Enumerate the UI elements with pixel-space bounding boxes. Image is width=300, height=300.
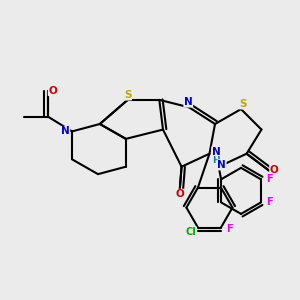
- Text: S: S: [239, 99, 247, 109]
- Text: F: F: [226, 224, 232, 234]
- Text: N: N: [212, 147, 220, 157]
- Text: O: O: [48, 85, 57, 96]
- Text: F: F: [266, 197, 272, 207]
- Text: H: H: [212, 156, 220, 165]
- Text: N: N: [61, 126, 70, 136]
- Text: N: N: [217, 160, 226, 170]
- Text: N: N: [184, 97, 193, 107]
- Text: O: O: [270, 165, 278, 176]
- Text: Cl: Cl: [186, 227, 196, 237]
- Text: F: F: [266, 174, 272, 184]
- Text: S: S: [124, 90, 131, 100]
- Text: O: O: [175, 189, 184, 199]
